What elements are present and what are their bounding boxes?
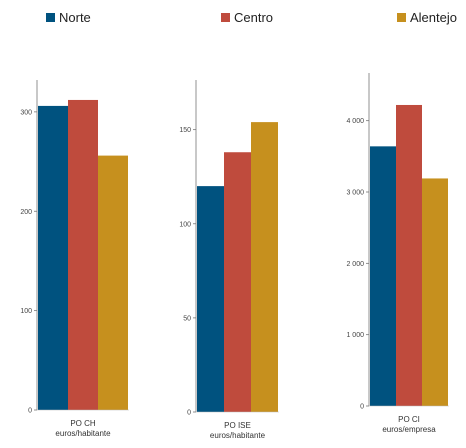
y-tick-label: 200 [20, 209, 32, 216]
x-axis-unit-label: euros/habitante [55, 429, 111, 438]
legend-item-norte: Norte [46, 10, 91, 25]
bar-alentejo [251, 122, 278, 412]
y-tick-label: 0 [28, 408, 32, 415]
legend-label-norte: Norte [59, 10, 91, 25]
legend-item-centro: Centro [221, 10, 273, 25]
y-tick-label: 100 [20, 308, 32, 315]
x-axis-unit-label: euros/empresa [382, 425, 436, 434]
x-axis-label: PO CH [70, 419, 96, 428]
bar-norte [197, 186, 224, 412]
y-tick-label: 50 [183, 315, 191, 322]
legend-swatch-alentejo [397, 13, 406, 22]
bar-centro [68, 99, 98, 410]
y-tick-label: 2 000 [346, 261, 364, 268]
y-tick-label: 3 000 [346, 190, 364, 197]
legend: Norte Centro Alentejo [0, 10, 466, 30]
legend-swatch-centro [221, 13, 230, 22]
y-tick-label: 100 [179, 221, 191, 228]
x-axis-label: PO CI [398, 415, 420, 424]
bar-centro [224, 152, 251, 412]
y-tick-label: 300 [20, 109, 32, 116]
x-axis-unit-label: euros/habitante [210, 431, 266, 440]
bar-alentejo [422, 178, 448, 406]
y-tick-label: 1 000 [346, 332, 364, 339]
y-tick-label: 0 [360, 404, 364, 411]
legend-swatch-norte [46, 13, 55, 22]
bar-norte [370, 146, 396, 406]
x-axis-label: PO ISE [224, 421, 251, 430]
bar-centro [396, 104, 422, 407]
legend-item-alentejo: Alentejo [397, 10, 457, 25]
y-tick-label: 0 [187, 410, 191, 417]
y-tick-label: 150 [179, 127, 191, 134]
bar-norte [38, 105, 68, 410]
bar-alentejo [98, 155, 128, 410]
y-tick-label: 4 000 [346, 118, 364, 125]
legend-label-centro: Centro [234, 10, 274, 25]
legend-label-alentejo: Alentejo [410, 10, 457, 25]
